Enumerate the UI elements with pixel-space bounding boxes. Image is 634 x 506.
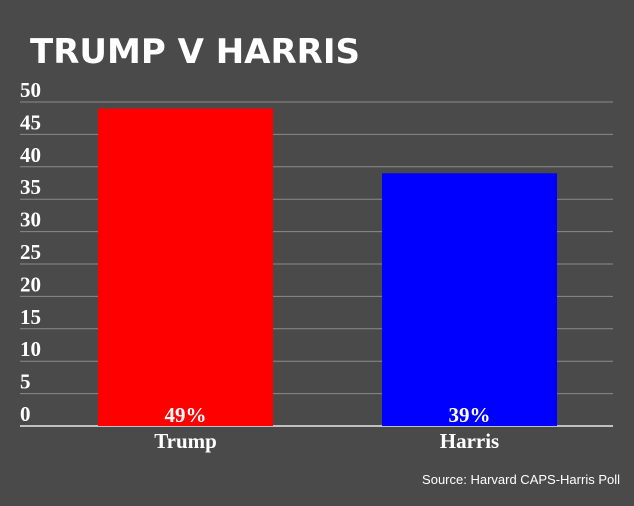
y-tick-label: 20 xyxy=(20,272,41,296)
bar-harris xyxy=(382,173,557,426)
data-labels: 49% 39% xyxy=(165,403,491,427)
bar-trump xyxy=(98,108,273,426)
y-tick-label: 30 xyxy=(20,208,41,232)
y-axis-ticks: 0 5 10 15 20 25 30 35 40 45 50 xyxy=(20,78,41,426)
x-category-label: Harris xyxy=(440,429,499,453)
x-axis-categories: Trump Harris xyxy=(154,429,499,453)
y-tick-label: 5 xyxy=(20,370,31,394)
x-category-label: Trump xyxy=(154,429,217,453)
y-tick-label: 40 xyxy=(20,143,41,167)
y-tick-label: 25 xyxy=(20,240,41,264)
y-tick-label: 45 xyxy=(20,110,41,134)
data-label: 49% xyxy=(165,403,207,427)
y-tick-label: 35 xyxy=(20,175,41,199)
y-tick-label: 10 xyxy=(20,337,41,361)
chart-title: TRUMP V HARRIS xyxy=(30,32,360,72)
y-tick-label: 15 xyxy=(20,305,41,329)
bars xyxy=(98,108,557,426)
data-label: 39% xyxy=(449,403,491,427)
source-note: Source: Harvard CAPS-Harris Poll xyxy=(422,472,620,487)
y-tick-label: 0 xyxy=(20,402,31,426)
y-tick-label: 50 xyxy=(20,78,41,102)
